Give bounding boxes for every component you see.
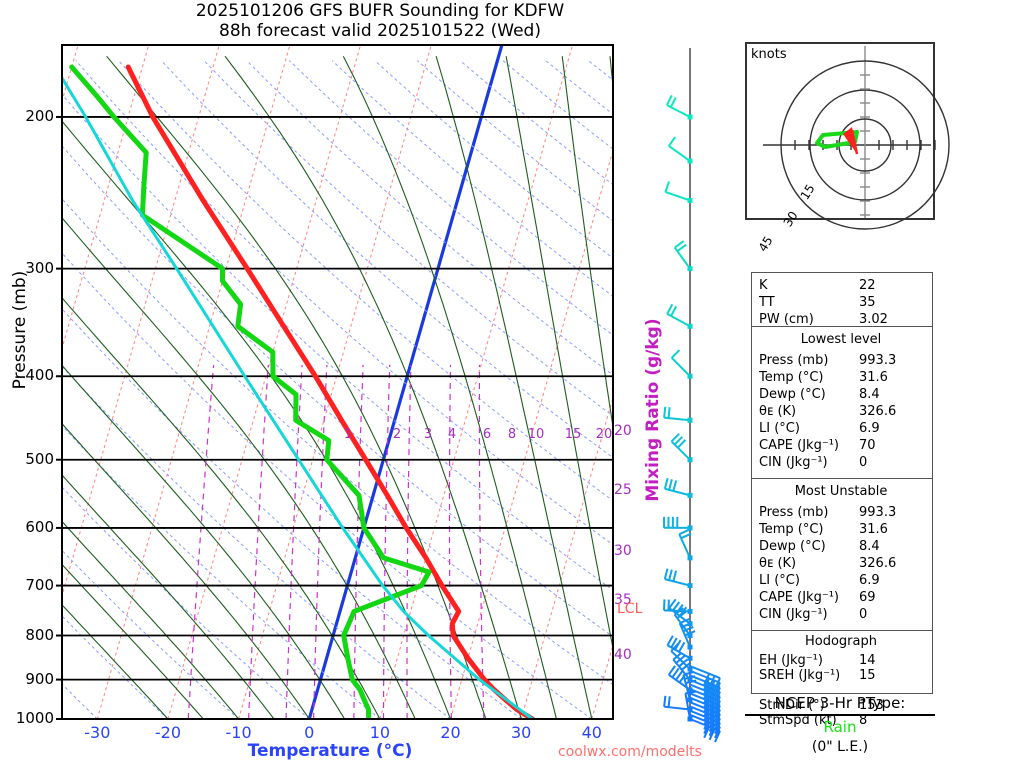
pressure-tick-400: 400 [25, 366, 54, 385]
page-title-line2: 88h forecast valid 2025101522 (Wed) [219, 21, 541, 41]
stat-value: 6.9 [859, 421, 880, 436]
stat-value: 153 [859, 698, 884, 713]
mixratio-tick-15: 15 [564, 427, 582, 442]
pressure-tick-1000: 1000 [15, 709, 54, 727]
stat-key: StmSpd (kt) [759, 713, 837, 728]
stat-value: 31.6 [859, 370, 888, 385]
pressure-tick-600: 600 [25, 517, 54, 536]
stat-key: θᴇ (K) [759, 556, 797, 571]
stat-header: Hodograph [805, 634, 877, 649]
height-tick-40: 40 [614, 647, 632, 663]
stat-key: Press (mb) [759, 505, 829, 520]
watermark: coolwx.com/modelts [558, 744, 702, 760]
mixratio-tick-20: 20 [595, 427, 613, 442]
temp-tick-30: 30 [510, 723, 532, 742]
temp-tick-40: 40 [581, 723, 602, 742]
mixing-ratio-axis-label: Mixing Ratio (g/kg) [643, 318, 663, 502]
stat-key: SREH (Jkg⁻¹) [759, 668, 841, 683]
ptype-value: Rain [823, 718, 857, 736]
stat-value: 326.6 [859, 556, 897, 571]
temp-tick--20: -20 [154, 723, 182, 742]
stat-key: Temp (°C) [759, 370, 824, 385]
temp-tick-10: 10 [369, 723, 391, 742]
pressure-tick-200: 200 [25, 106, 54, 125]
stats-panel-lowest-level [751, 326, 933, 480]
stat-key: TT [759, 295, 775, 310]
stat-value: 993.3 [859, 505, 897, 520]
stat-value: 993.3 [859, 353, 897, 368]
stat-value: 70 [859, 438, 876, 453]
temp-tick-0: 0 [304, 723, 315, 742]
stat-key: StmDir (°) [759, 698, 825, 713]
hodograph-units-label: knots [751, 47, 787, 62]
stat-value: 8.4 [859, 539, 880, 554]
mixratio-tick-8: 8 [507, 427, 517, 442]
stat-header: Lowest level [800, 332, 882, 347]
stat-value: 3.02 [859, 312, 888, 327]
lcl-label: LCL [617, 601, 643, 617]
pressure-tick-300: 300 [25, 258, 54, 277]
hodograph-panel [745, 42, 950, 230]
mixratio-tick-3: 3 [423, 427, 433, 442]
page-title-line1: 2025101206 GFS BUFR Sounding for KDFW [195, 1, 565, 21]
stat-key: CIN (Jkg⁻¹) [759, 607, 828, 622]
ptype-header: NCEP 3-Hr PType: [745, 694, 935, 716]
stat-key: Temp (°C) [759, 522, 824, 537]
mixratio-tick-4: 4 [447, 427, 457, 442]
stats-panel-hodograph [751, 630, 933, 694]
temp-tick--30: -30 [84, 723, 111, 742]
height-tick-30: 30 [614, 543, 632, 559]
pressure-tick-900: 900 [25, 669, 54, 688]
stat-value: 0 [859, 607, 868, 622]
stat-key: CAPE (Jkg⁻¹) [759, 590, 839, 605]
temp-tick-20: 20 [440, 723, 461, 742]
ptype-amount: (0" L.E.) [811, 739, 869, 755]
stat-key: Dewp (°C) [759, 539, 826, 554]
height-tick-20: 20 [614, 423, 632, 439]
stat-value: 0 [859, 455, 868, 470]
height-tick-35: 35 [614, 592, 632, 608]
pressure-tick-500: 500 [25, 449, 54, 468]
stat-value: 326.6 [859, 404, 897, 419]
stat-key: CAPE (Jkg⁻¹) [759, 438, 839, 453]
stat-key: PW (cm) [759, 312, 814, 327]
stat-value: 8.4 [859, 387, 880, 402]
stat-value: 6.9 [859, 573, 880, 588]
stat-value: 15 [859, 668, 876, 683]
height-tick-25: 25 [614, 482, 632, 498]
stat-key: Press (mb) [759, 353, 829, 368]
pressure-tick-800: 800 [25, 625, 54, 644]
mixratio-tick-10: 10 [527, 427, 545, 442]
temp-tick--10: -10 [225, 723, 252, 742]
stat-key: Dewp (°C) [759, 387, 826, 402]
stat-value: 22 [859, 278, 876, 293]
stat-value: 14 [859, 653, 876, 668]
pressure-tick-700: 700 [25, 575, 54, 594]
stat-value: 35 [859, 295, 876, 310]
stat-value: 69 [859, 590, 876, 605]
mixratio-tick-6: 6 [482, 427, 492, 442]
stat-value: 31.6 [859, 522, 888, 537]
stat-value: 8 [859, 713, 868, 728]
stat-key: EH (Jkg⁻¹) [759, 653, 823, 668]
x-axis-label: Temperature (°C) [247, 741, 413, 761]
stat-key: LI (°C) [759, 421, 800, 436]
stats-panel-indices [751, 272, 933, 328]
stat-key: CIN (Jkg⁻¹) [759, 455, 828, 470]
stat-key: LI (°C) [759, 573, 800, 588]
stat-header: Most Unstable [794, 484, 888, 499]
mixratio-tick-2: 2 [392, 427, 402, 442]
stat-key: θᴇ (K) [759, 404, 797, 419]
mixratio-tick-1: 1 [343, 427, 353, 442]
stat-key: K [759, 278, 768, 293]
